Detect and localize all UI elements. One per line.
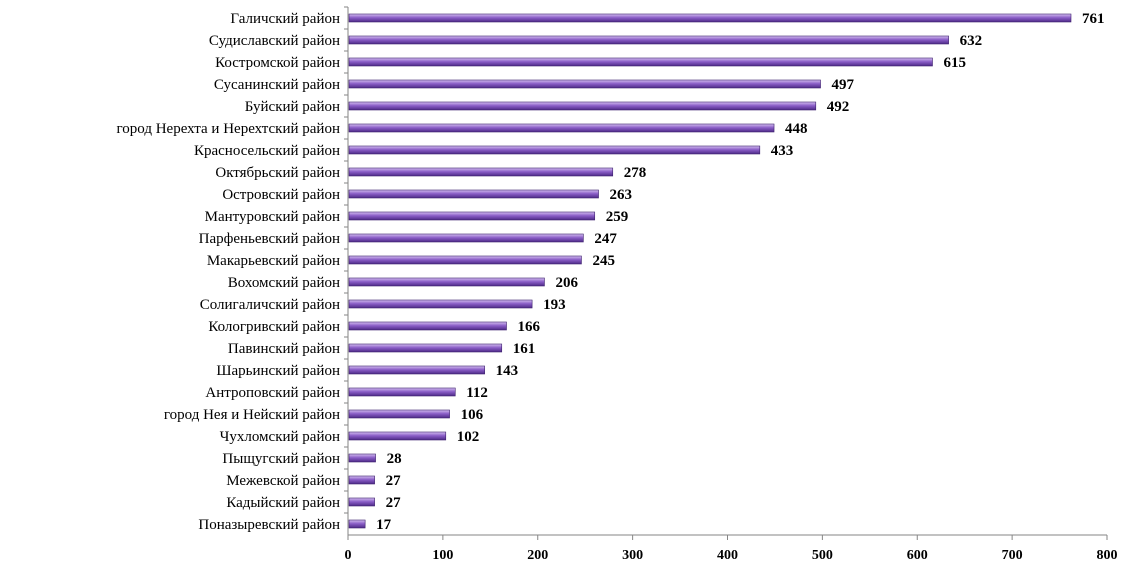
category-label: Макарьевский район [207,253,340,269]
bar [348,431,447,441]
category-label: город Нерехта и Нерехтский район [116,121,340,137]
category-label: Антроповский район [205,385,340,401]
value-label: 193 [543,297,566,313]
value-label: 112 [466,385,488,401]
bar [348,519,366,529]
bar [348,453,376,463]
value-label: 206 [555,275,578,291]
category-label: Островский район [222,187,340,203]
bar [348,101,817,111]
value-label: 448 [785,121,808,137]
value-label: 102 [457,429,480,445]
bar [348,365,485,375]
category-label: Судиславский район [209,33,340,49]
value-label: 143 [496,363,519,379]
category-label: Кологривский район [208,319,340,335]
bar [348,409,450,419]
category-label: Галичский район [230,11,340,27]
value-label: 433 [771,143,794,159]
value-label: 27 [386,473,402,489]
category-label: Пыщугский район [222,451,340,467]
category-label: Красносельский район [194,143,340,159]
bar [348,57,933,67]
x-tick-label: 600 [907,548,928,563]
value-label: 761 [1082,11,1105,27]
bar [348,79,821,89]
category-label: Костромской район [215,55,340,71]
category-label: Кадыйский район [226,495,340,511]
value-label: 106 [461,407,484,423]
category-label: Буйский район [245,99,340,115]
bar [348,475,375,485]
bar [348,299,533,309]
bar [348,255,582,265]
value-label: 632 [960,33,983,49]
value-label: 497 [832,77,855,93]
x-tick-label: 300 [622,548,643,563]
bar [348,211,596,221]
bar [348,343,503,353]
x-tick-label: 100 [432,548,453,563]
x-tick-label: 800 [1097,548,1118,563]
value-label: 28 [387,451,402,467]
value-label: 166 [517,319,540,335]
value-label: 492 [827,99,850,115]
category-label: Парфеньевский район [199,231,340,247]
category-label: Мантуровский район [205,209,340,225]
bar [348,497,375,507]
value-label: 161 [513,341,536,357]
bar [348,387,456,397]
category-label: Солигаличский район [200,297,340,313]
category-label: город Нея и Нейский район [164,407,340,423]
value-label: 245 [592,253,615,269]
x-tick-label: 400 [717,548,738,563]
bar [348,233,584,243]
bar [348,321,507,331]
value-label: 247 [594,231,617,247]
bar [348,13,1072,23]
bars-layer: 761 632 615 497 492 448 433 278 263 259 247 245 206 1… [348,11,1105,533]
axis-layer: Галичский район Судиславский район Костром… [116,6,1118,563]
category-label: Чухломский район [220,429,340,445]
value-label: 259 [606,209,629,225]
x-tick-label: 500 [812,548,833,563]
bar [348,189,599,199]
bar [348,35,949,45]
value-label: 17 [376,517,392,533]
value-label: 278 [624,165,647,181]
value-label: 27 [386,495,402,511]
bar [348,145,761,155]
value-label: 263 [610,187,633,203]
category-label: Вохомский район [228,275,340,291]
x-tick-label: 200 [527,548,548,563]
category-label: Шарьинский район [216,363,340,379]
bar [348,123,775,133]
x-tick-label: 0 [345,548,352,563]
category-label: Павинский район [228,341,340,357]
value-label: 615 [943,55,966,71]
bar [348,167,614,177]
category-label: Поназыревский район [198,517,340,533]
category-label: Сусанинский район [214,77,340,93]
bar [348,277,545,287]
category-label: Октябрьский район [215,165,340,181]
category-label: Межевской район [226,473,340,489]
x-tick-label: 700 [1002,548,1023,563]
